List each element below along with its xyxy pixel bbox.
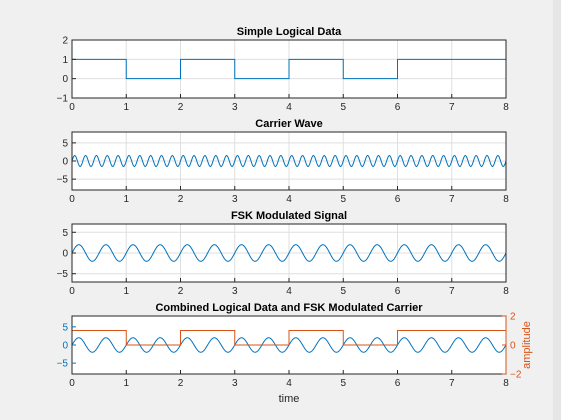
x-tick-label: 4 xyxy=(286,378,292,389)
x-tick-label: 7 xyxy=(449,194,455,205)
series-line-1 xyxy=(71,155,507,167)
y-tick-label: 0 xyxy=(62,157,68,168)
y-tick-label: 0 xyxy=(62,74,68,85)
x-tick-label: 2 xyxy=(178,194,184,205)
y-tick-label: −5 xyxy=(57,175,69,186)
x-tick-label: 8 xyxy=(503,194,509,205)
y-tick-label: 0 xyxy=(62,341,68,352)
subplot-title: Carrier Wave xyxy=(255,118,322,130)
x-tick-label: 1 xyxy=(123,286,129,297)
x-tick-label: 4 xyxy=(286,286,292,297)
x-tick-label: 1 xyxy=(123,378,129,389)
series-line-2 xyxy=(72,330,506,346)
x-tick-label: 1 xyxy=(123,194,129,205)
y-tick-label: 1 xyxy=(62,55,68,66)
x-tick-label: 3 xyxy=(232,286,238,297)
x-tick-label: 6 xyxy=(395,194,401,205)
x-tick-label: 1 xyxy=(123,102,129,113)
x-tick-label: 6 xyxy=(395,378,401,389)
y-tick-label: −1 xyxy=(57,94,69,105)
y-tick-label: 2 xyxy=(62,36,68,47)
x-tick-label: 3 xyxy=(232,194,238,205)
x-tick-label: 8 xyxy=(503,286,509,297)
x-tick-label: 2 xyxy=(178,378,184,389)
right-y-tick-label: −2 xyxy=(510,370,522,381)
x-tick-label: 7 xyxy=(449,286,455,297)
right-y-tick-label: 0 xyxy=(510,341,516,352)
y-tick-label: 0 xyxy=(62,249,68,260)
x-tick-label: 0 xyxy=(69,286,75,297)
x-axis-label: time xyxy=(279,393,300,405)
right-y-axis-label: amplitude xyxy=(521,321,533,369)
series-line-1 xyxy=(72,58,506,80)
x-tick-label: 0 xyxy=(69,102,75,113)
right-y-tick-label: 2 xyxy=(510,312,516,323)
y-tick-label: 5 xyxy=(62,228,68,239)
x-tick-label: 6 xyxy=(395,102,401,113)
x-tick-label: 8 xyxy=(503,378,509,389)
y-tick-label: 5 xyxy=(62,322,68,333)
x-tick-label: 7 xyxy=(449,102,455,113)
x-tick-label: 5 xyxy=(340,102,346,113)
y-tick-label: 5 xyxy=(62,138,68,149)
x-tick-label: 0 xyxy=(69,194,75,205)
x-tick-label: 3 xyxy=(232,102,238,113)
window-edge xyxy=(553,0,561,420)
y-tick-label: −5 xyxy=(57,269,69,280)
x-tick-label: 6 xyxy=(395,286,401,297)
x-tick-label: 8 xyxy=(503,102,509,113)
x-tick-label: 5 xyxy=(340,378,346,389)
y-tick-label: −5 xyxy=(57,359,69,370)
x-tick-label: 5 xyxy=(340,194,346,205)
series-line-1 xyxy=(71,244,507,262)
subplot-title: Simple Logical Data xyxy=(237,26,342,38)
x-tick-label: 4 xyxy=(286,194,292,205)
x-tick-label: 0 xyxy=(69,378,75,389)
x-tick-label: 4 xyxy=(286,102,292,113)
x-tick-label: 3 xyxy=(232,378,238,389)
x-tick-label: 7 xyxy=(449,378,455,389)
x-tick-label: 5 xyxy=(340,286,346,297)
subplot-title: FSK Modulated Signal xyxy=(231,210,347,222)
subplot-title: Combined Logical Data and FSK Modulated … xyxy=(155,302,423,314)
x-tick-label: 2 xyxy=(178,286,184,297)
x-tick-label: 2 xyxy=(178,102,184,113)
